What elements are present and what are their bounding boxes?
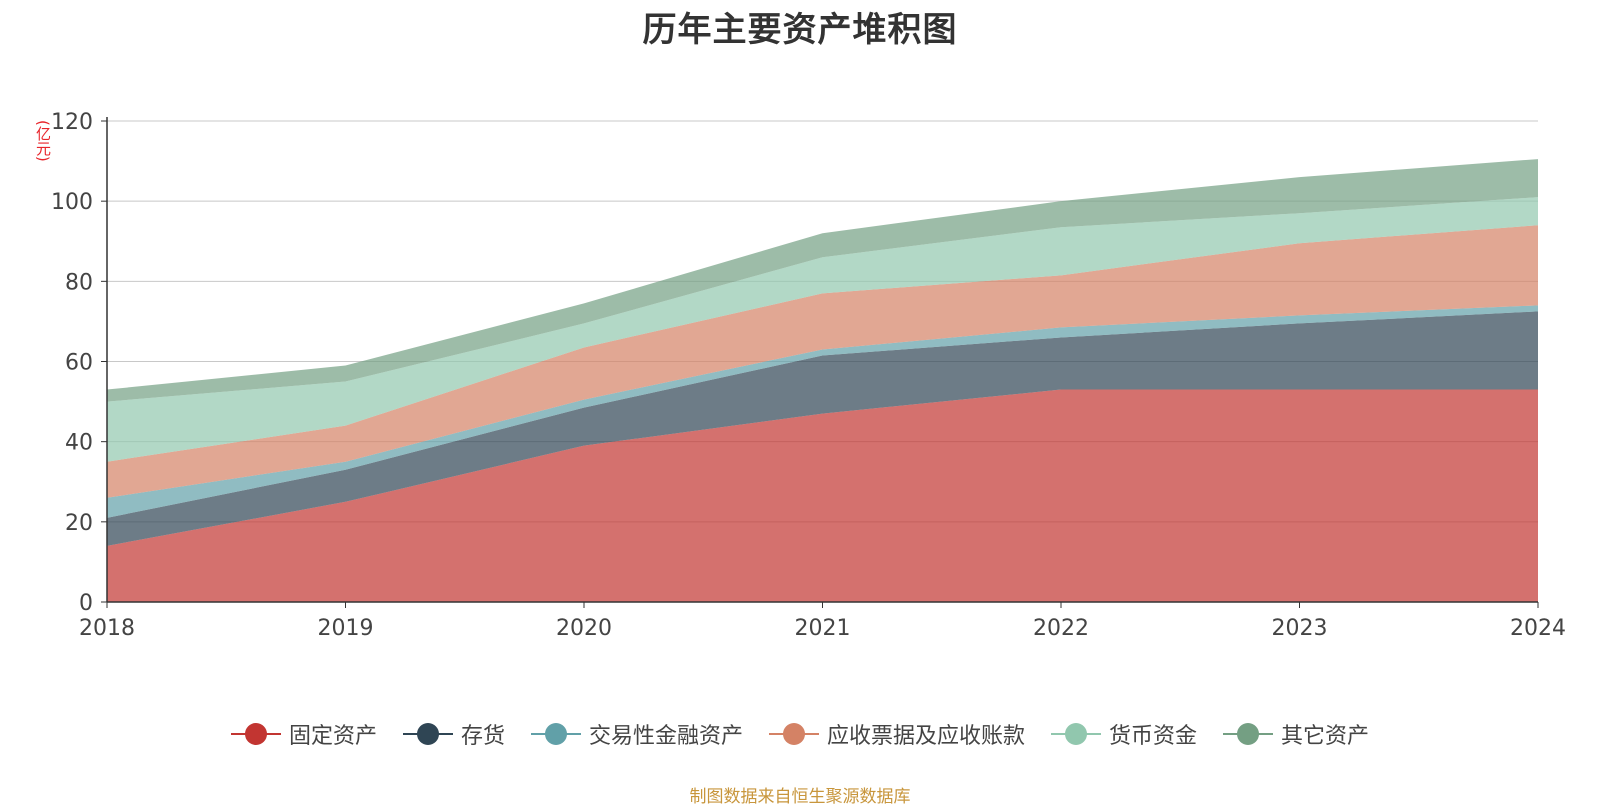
legend-item[interactable]: 其它资产 bbox=[1223, 718, 1369, 750]
area-series-固定资产[interactable] bbox=[107, 389, 1538, 602]
legend-marker-icon bbox=[230, 722, 281, 746]
x-tick-label: 2020 bbox=[556, 616, 612, 641]
y-tick-label: 20 bbox=[65, 511, 93, 536]
y-tick-label: 40 bbox=[65, 431, 93, 456]
legend-marker-icon bbox=[1051, 722, 1102, 746]
legend-label: 固定资产 bbox=[288, 724, 377, 749]
legend-label: 其它资产 bbox=[1281, 724, 1370, 749]
y-tick-label: 80 bbox=[65, 270, 93, 295]
x-tick-label: 2019 bbox=[318, 616, 374, 641]
legend-marker-icon bbox=[1223, 722, 1274, 746]
x-tick-label: 2024 bbox=[1510, 616, 1566, 641]
y-tick-label: 0 bbox=[79, 591, 93, 616]
tick-labels: 0 20 40 60 80 100 120 2018 2019 2020 2021 2022 2023 2… bbox=[51, 110, 1566, 641]
legend-marker-icon bbox=[402, 722, 453, 746]
area-series bbox=[107, 159, 1538, 602]
legend: 固定资产 存货 交易性金融资产 应收票据及应收账款 货币资金 其它资产 bbox=[0, 718, 1600, 750]
x-tick-label: 2021 bbox=[795, 616, 851, 641]
legend-item[interactable]: 固定资产 bbox=[230, 718, 377, 750]
chart-title: 历年主要资产堆积图 bbox=[642, 10, 958, 50]
y-tick-label: 120 bbox=[51, 110, 93, 135]
legend-item[interactable]: 存货 bbox=[402, 718, 505, 750]
legend-marker-icon bbox=[530, 722, 581, 746]
legend-label: 应收票据及应收账款 bbox=[827, 724, 1026, 749]
legend-marker-icon bbox=[769, 722, 819, 746]
legend-label: 存货 bbox=[460, 724, 505, 749]
area-series-货币资金[interactable] bbox=[107, 197, 1538, 462]
area-series-应收票据及应收账款[interactable] bbox=[107, 225, 1538, 498]
legend-label: 交易性金融资产 bbox=[588, 724, 743, 749]
x-tick-label: 2023 bbox=[1272, 616, 1328, 641]
legend-item[interactable]: 交易性金融资产 bbox=[530, 718, 743, 750]
axes bbox=[101, 117, 1539, 608]
x-tick-label: 2022 bbox=[1033, 616, 1089, 641]
x-tick-label: 2018 bbox=[79, 616, 135, 641]
legend-item[interactable]: 应收票据及应收账款 bbox=[769, 718, 1025, 750]
area-series-存货[interactable] bbox=[107, 311, 1538, 546]
legend-label: 货币资金 bbox=[1109, 724, 1198, 749]
source-note: 制图数据来自恒生聚源数据库 bbox=[689, 787, 911, 807]
legend-item[interactable]: 货币资金 bbox=[1051, 718, 1197, 750]
y-axis-unit-label: (亿元) bbox=[34, 120, 52, 162]
y-tick-label: 60 bbox=[65, 351, 93, 376]
y-tick-label: 100 bbox=[51, 190, 93, 215]
area-series-其它资产[interactable] bbox=[107, 159, 1538, 402]
